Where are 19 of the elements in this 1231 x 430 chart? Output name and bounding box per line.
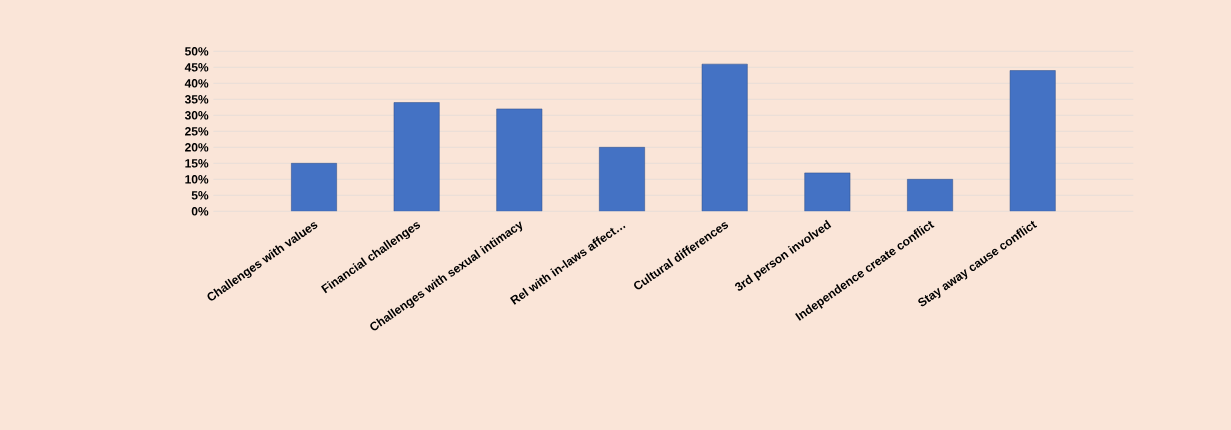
y-tick-label: 10% (185, 175, 209, 184)
y-tick-label: 15% (185, 159, 209, 168)
bar (804, 172, 851, 212)
bar (393, 102, 440, 212)
y-tick-label: 20% (185, 143, 209, 152)
y-tick-label: 40% (184, 79, 209, 88)
y-tick-label: 0% (191, 207, 209, 216)
bar (701, 63, 748, 212)
y-tick-label: 50% (184, 47, 209, 56)
y-tick-label: 45% (184, 63, 209, 72)
bar (1009, 70, 1056, 212)
bar (496, 108, 543, 212)
bar (291, 163, 337, 212)
bar (907, 179, 953, 212)
y-tick-label: 35% (184, 95, 209, 104)
y-tick-label: 5% (191, 191, 209, 200)
y-tick-label: 25% (185, 127, 209, 136)
bar (599, 147, 645, 212)
y-tick-label: 30% (184, 111, 209, 120)
